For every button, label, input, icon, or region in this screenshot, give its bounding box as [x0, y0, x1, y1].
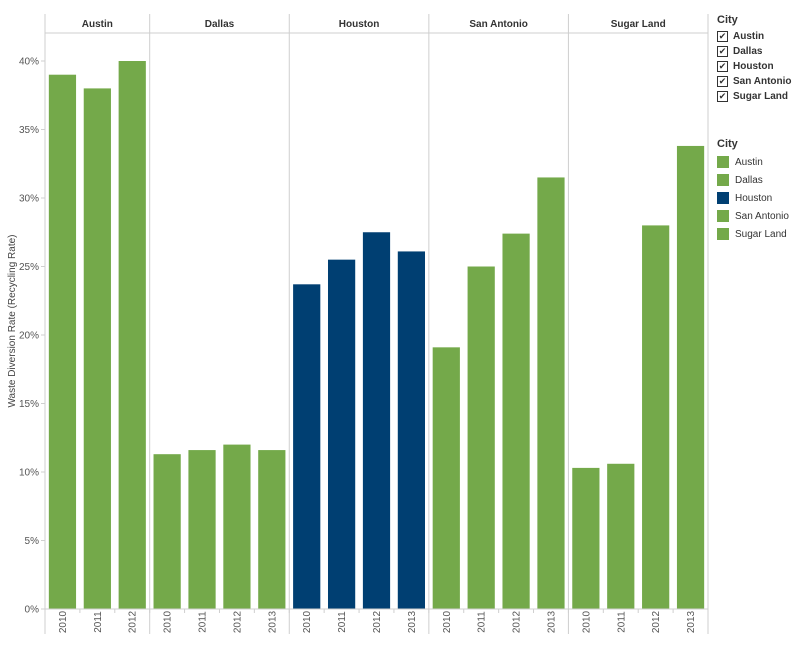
bar-dallas-2013[interactable]: [258, 450, 286, 609]
y-tick-label: 0%: [25, 605, 40, 616]
city-color-legend: City Austin Dallas Houston San Antonio Sugar…: [717, 138, 789, 243]
filter-item-austin[interactable]: ✔ Austin: [717, 29, 792, 44]
x-tick-label: 2010: [163, 610, 174, 633]
x-tick-label: 2012: [512, 610, 523, 633]
filter-item-label: Dallas: [733, 46, 763, 57]
color-swatch: [717, 156, 729, 168]
bar-houston-2010[interactable]: [293, 284, 321, 609]
color-swatch: [717, 192, 729, 204]
color-legend-title: City: [717, 138, 738, 150]
x-tick-label: 2012: [232, 610, 243, 633]
color-legend-item-dallas[interactable]: Dallas: [717, 171, 789, 189]
bar-austin-2012[interactable]: [118, 61, 146, 609]
filter-item-label: Sugar Land: [733, 91, 789, 102]
x-tick-label: 2011: [93, 611, 104, 633]
bars: [48, 61, 705, 610]
color-legend-item-sugar-land[interactable]: Sugar Land: [717, 225, 789, 243]
y-tick-label: 30%: [19, 194, 39, 205]
x-tick-label: 2011: [198, 611, 209, 633]
bar-sugar-land-2013[interactable]: [676, 145, 705, 609]
bar-san-antonio-2011[interactable]: [467, 266, 495, 610]
bar-dallas-2012[interactable]: [223, 444, 251, 609]
x-tick-label: 2012: [372, 610, 383, 633]
color-swatch: [717, 228, 729, 240]
x-tick-label: 2013: [267, 610, 278, 633]
y-tick-label: 5%: [25, 536, 40, 547]
bar-houston-2013[interactable]: [397, 251, 426, 609]
y-tick-label: 40%: [19, 57, 39, 68]
y-axis: 0% 5% 10% 15% 20% 25% 30% 35% 40% Waste Diversion…: [7, 14, 46, 634]
bar-san-antonio-2010[interactable]: [432, 347, 460, 609]
color-legend-item-san-antonio[interactable]: San Antonio: [717, 207, 789, 225]
bar-sugar-land-2011[interactable]: [607, 463, 635, 609]
x-tick-label: 2013: [686, 610, 697, 633]
x-tick-label: 2012: [651, 610, 662, 633]
x-tick-label: 2010: [581, 610, 592, 633]
panel-header-sugar-land: Sugar Land: [611, 19, 666, 30]
y-axis-title: Waste Diversion Rate (Recycling Rate): [7, 234, 18, 407]
checkbox-checked-icon[interactable]: ✔: [717, 61, 728, 72]
filter-item-sugar-land[interactable]: ✔ Sugar Land: [717, 89, 792, 104]
bar-austin-2011[interactable]: [83, 88, 111, 609]
panel-header-san-antonio: San Antonio: [469, 19, 528, 30]
y-tick-label: 35%: [19, 125, 39, 136]
filter-item-houston[interactable]: ✔ Houston: [717, 59, 792, 74]
city-filter-legend: City ✔ Austin ✔ Dallas ✔ Houston ✔ San Antonio ✔…: [717, 14, 792, 104]
filter-item-dallas[interactable]: ✔ Dallas: [717, 44, 792, 59]
x-tick-label: 2011: [616, 611, 627, 633]
checkbox-checked-icon[interactable]: ✔: [717, 46, 728, 57]
bar-houston-2012[interactable]: [362, 232, 391, 609]
panel-header-dallas: Dallas: [205, 19, 235, 30]
filter-item-label: Houston: [733, 61, 774, 72]
filter-item-label: Austin: [733, 31, 765, 42]
color-swatch: [717, 174, 729, 186]
bar-san-antonio-2013[interactable]: [537, 177, 565, 609]
y-tick-label: 10%: [19, 468, 39, 479]
x-tick-label: 2010: [58, 610, 69, 633]
checkbox-checked-icon[interactable]: ✔: [717, 76, 728, 87]
color-legend-label: Houston: [735, 192, 773, 204]
bar-houston-2011[interactable]: [327, 259, 356, 609]
color-legend-item-houston[interactable]: Houston: [717, 189, 789, 207]
panel-headers: Austin Dallas Houston San Antonio Sugar Land: [45, 14, 709, 634]
color-legend-label: Austin: [735, 156, 763, 168]
color-legend-item-austin[interactable]: Austin: [717, 153, 789, 171]
color-legend-label: San Antonio: [735, 210, 789, 222]
bar-san-antonio-2012[interactable]: [502, 233, 530, 609]
filter-item-label: San Antonio: [733, 76, 792, 87]
y-tick-label: 15%: [19, 399, 39, 410]
x-tick-label: 2012: [128, 610, 139, 633]
filter-legend-title: City: [717, 14, 738, 26]
color-legend-label: Dallas: [735, 174, 763, 186]
bar-sugar-land-2012[interactable]: [642, 225, 670, 609]
x-tick-label: 2010: [302, 610, 313, 633]
bar-sugar-land-2010[interactable]: [572, 467, 600, 609]
color-swatch: [717, 210, 729, 222]
x-tick-label: 2013: [407, 610, 418, 633]
x-tick-label: 2013: [546, 610, 557, 633]
checkbox-checked-icon[interactable]: ✔: [717, 91, 728, 102]
filter-item-san-antonio[interactable]: ✔ San Antonio: [717, 74, 792, 89]
panel-header-austin: Austin: [82, 19, 113, 30]
bar-dallas-2011[interactable]: [188, 450, 216, 609]
y-tick-label: 20%: [19, 331, 39, 342]
bar-dallas-2010[interactable]: [153, 454, 181, 609]
color-legend-label: Sugar Land: [735, 228, 787, 240]
bar-austin-2010[interactable]: [48, 74, 77, 609]
checkbox-checked-icon[interactable]: ✔: [717, 31, 728, 42]
y-tick-label: 25%: [19, 262, 39, 273]
x-axis: 2010 2011 2012 2010 2011 2012 2013 2010 2011 2012…: [45, 608, 709, 633]
x-tick-label: 2011: [477, 611, 488, 633]
x-tick-label: 2011: [337, 611, 348, 633]
panel-header-houston: Houston: [339, 19, 380, 30]
x-tick-label: 2010: [442, 610, 453, 633]
